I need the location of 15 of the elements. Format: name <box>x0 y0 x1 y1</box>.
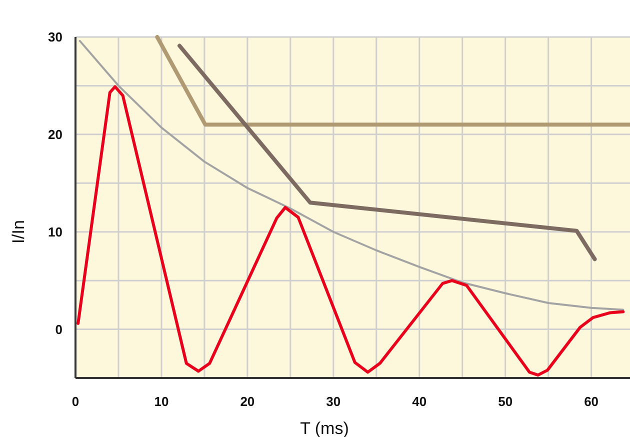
y-tick-label: 0 <box>55 322 62 337</box>
y-tick-label: 10 <box>48 224 62 240</box>
x-tick-label: 30 <box>326 394 341 409</box>
line-series <box>78 40 624 311</box>
y-axis-title: I/In <box>9 220 28 244</box>
x-tick-label: 0 <box>72 394 80 409</box>
x-tick-label: 60 <box>584 394 599 409</box>
x-tick-label: 10 <box>154 394 169 409</box>
x-tick-label: 20 <box>240 394 255 409</box>
line-series <box>76 85 625 377</box>
x-tick-label: 50 <box>498 394 513 409</box>
x-tick-label: 40 <box>412 394 427 409</box>
line-series <box>178 44 597 262</box>
y-tick-label: 20 <box>48 126 62 142</box>
y-tick-label: 30 <box>48 30 62 45</box>
